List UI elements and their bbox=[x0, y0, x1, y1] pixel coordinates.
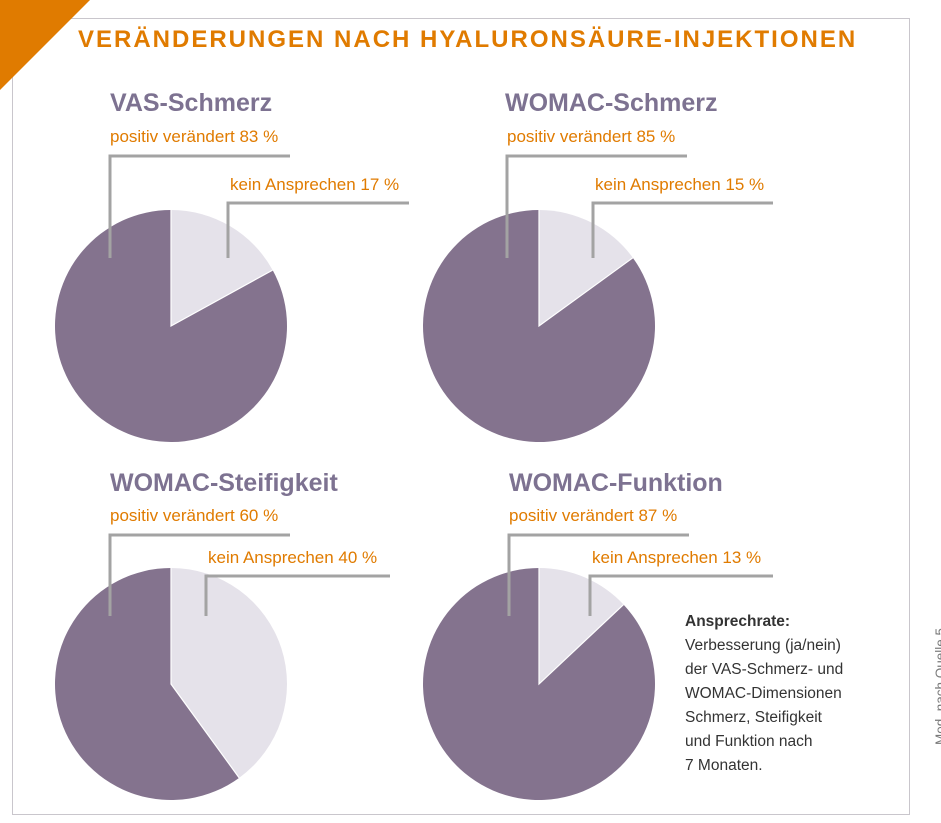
pie-slice-no-response bbox=[539, 568, 624, 684]
leader-line-no-response bbox=[591, 201, 773, 258]
note-line: und Funktion nach bbox=[685, 733, 813, 750]
pie-slice-divider bbox=[538, 568, 624, 686]
label-no-response: kein Ansprechen 17 % bbox=[230, 175, 399, 194]
label-positive: positiv verändert 87 % bbox=[509, 506, 677, 525]
pie-slice-divider bbox=[538, 210, 634, 328]
pie-slice-positive bbox=[54, 568, 240, 800]
note-line: der VAS-Schmerz- und bbox=[685, 661, 844, 678]
pie-slice-divider bbox=[170, 568, 240, 779]
pie-title: WOMAC-Steifigkeit bbox=[110, 469, 338, 497]
source-note: Mod. nach Quelle 5 bbox=[933, 628, 941, 745]
figure-frame bbox=[12, 18, 910, 815]
pie-title: WOMAC-Schmerz bbox=[505, 89, 718, 117]
pie-slice-divider bbox=[170, 210, 273, 328]
note-line: Verbesserung (ja/nein) bbox=[685, 637, 841, 654]
leader-line-positive bbox=[108, 154, 290, 258]
label-positive: positiv verändert 83 % bbox=[110, 127, 278, 146]
pie-slice-no-response bbox=[171, 210, 273, 326]
label-no-response: kein Ansprechen 40 % bbox=[208, 548, 377, 567]
leader-line-no-response bbox=[204, 574, 390, 616]
figure-title: VERÄNDERUNGEN NACH HYALURONSÄURE-INJEKTI… bbox=[78, 26, 858, 53]
note-line: WOMAC-Dimensionen bbox=[685, 685, 842, 702]
leader-line-positive bbox=[505, 154, 687, 258]
corner-triangle-decoration bbox=[0, 0, 90, 90]
label-no-response: kein Ansprechen 15 % bbox=[595, 175, 764, 194]
label-positive: positiv verändert 85 % bbox=[507, 127, 675, 146]
leader-line-positive bbox=[507, 533, 689, 616]
pie-title: VAS-Schmerz bbox=[110, 89, 272, 117]
note-heading: Ansprechrate: bbox=[685, 613, 791, 630]
pie-title: WOMAC-Funktion bbox=[509, 469, 723, 497]
note-line: 7 Monaten. bbox=[685, 757, 763, 774]
note-line: Schmerz, Steifigkeit bbox=[685, 709, 822, 726]
leader-line-positive bbox=[108, 533, 290, 616]
leader-line-no-response bbox=[588, 574, 773, 616]
pie-slice-no-response bbox=[539, 210, 633, 326]
pie-slice-no-response bbox=[171, 568, 287, 778]
label-positive: positiv verändert 60 % bbox=[110, 506, 278, 525]
leader-line-no-response bbox=[226, 201, 409, 258]
response-rate-note: Ansprechrate: Verbesserung (ja/nein) der… bbox=[685, 610, 885, 778]
label-no-response: kein Ansprechen 13 % bbox=[592, 548, 761, 567]
